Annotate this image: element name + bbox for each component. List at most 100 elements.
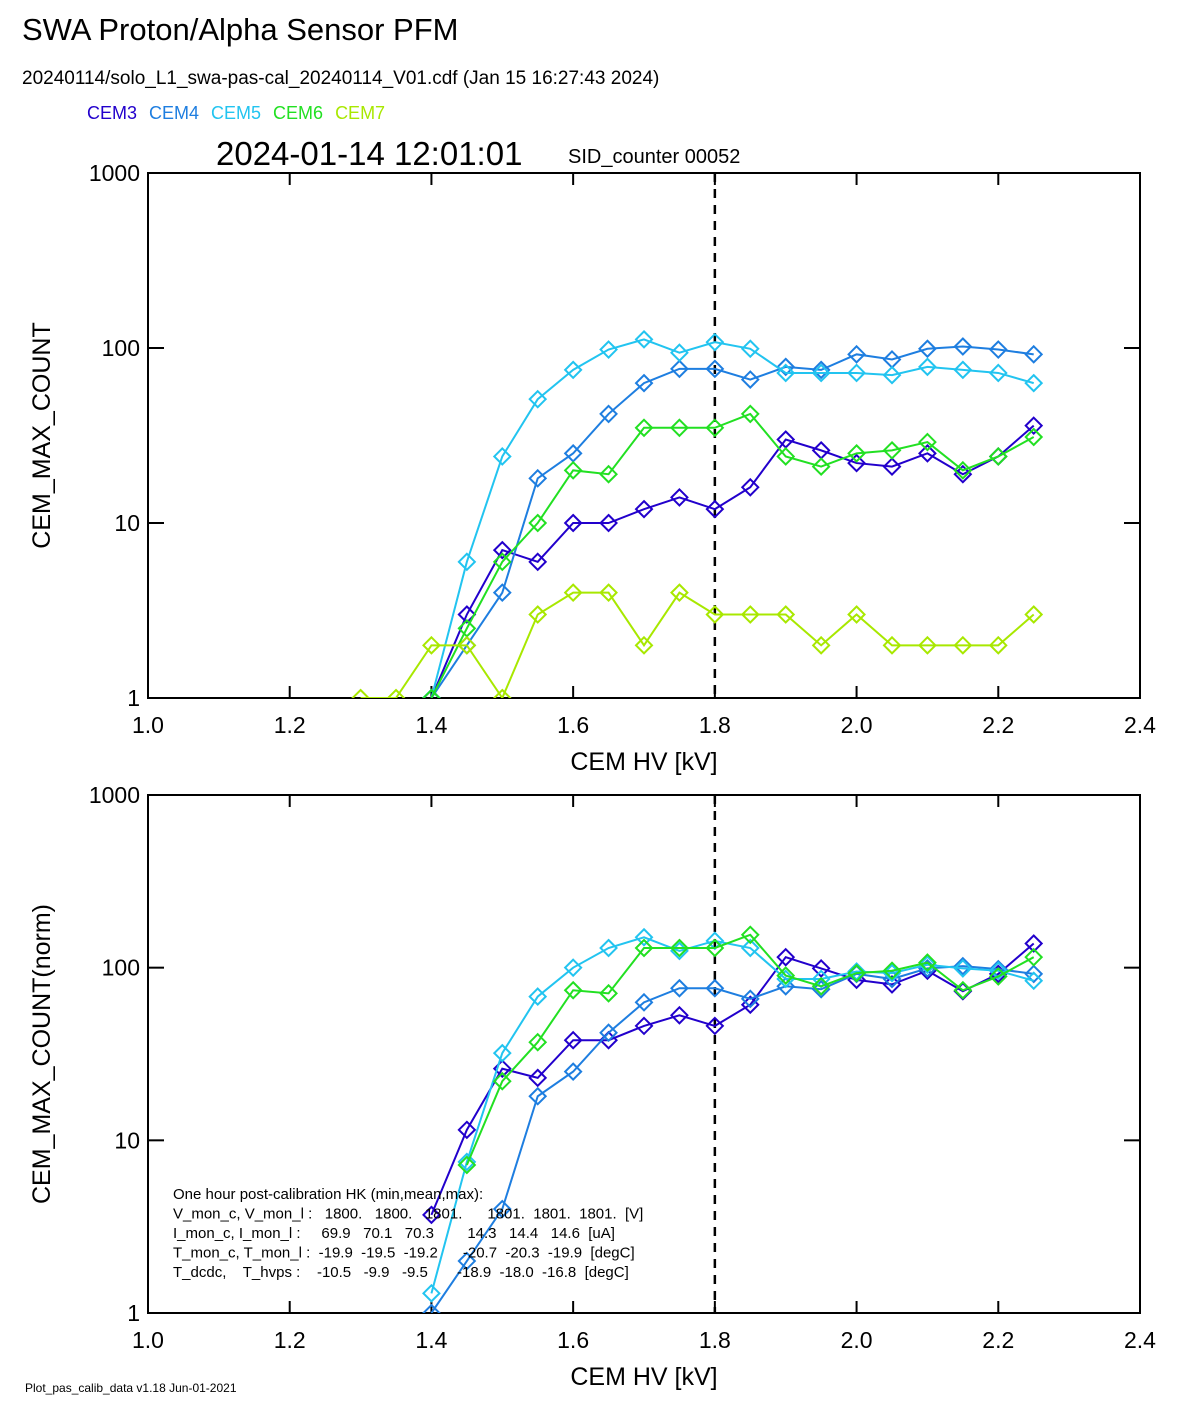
series-line xyxy=(430,412,1035,698)
x-tick-label: 1.2 xyxy=(274,712,306,738)
data-point xyxy=(634,329,654,349)
x-tick-label: 2.2 xyxy=(982,1327,1014,1353)
data-point xyxy=(740,938,760,958)
data-point xyxy=(1024,947,1044,967)
data-point xyxy=(528,468,548,488)
x-tick-label: 1.4 xyxy=(415,1327,447,1353)
y-tick-label: 1 xyxy=(127,685,140,711)
data-point xyxy=(422,635,441,655)
data-point xyxy=(988,363,1008,383)
data-point xyxy=(705,499,725,519)
y-tick-label: 1000 xyxy=(89,160,140,186)
data-point xyxy=(599,464,618,484)
legend-entry: CEM4 xyxy=(149,103,199,123)
x-axis-label: CEM HV [kV] xyxy=(570,748,717,776)
data-point xyxy=(634,635,654,655)
data-point xyxy=(599,583,618,603)
data-point xyxy=(599,404,618,424)
data-point xyxy=(492,1199,512,1219)
data-point xyxy=(1024,605,1044,624)
data-point xyxy=(563,980,583,1000)
x-tick-label: 1.0 xyxy=(132,1327,164,1353)
data-point xyxy=(563,1062,583,1082)
x-tick-label: 1.6 xyxy=(557,712,589,738)
data-point xyxy=(457,605,477,624)
data-point xyxy=(670,583,689,603)
chart-title: SWA Proton/Alpha Sensor PFM xyxy=(22,12,458,47)
data-point xyxy=(457,1251,477,1271)
data-point xyxy=(599,1023,618,1043)
data-point xyxy=(811,959,831,978)
data-point xyxy=(528,1032,548,1052)
data-point xyxy=(670,418,689,438)
data-point xyxy=(634,1016,654,1036)
data-point xyxy=(953,460,973,480)
series-group xyxy=(422,925,1044,1313)
data-point xyxy=(670,938,689,958)
data-point xyxy=(811,635,831,655)
plot-frame xyxy=(147,794,1141,1314)
data-point xyxy=(670,1005,689,1025)
y-axis-label: CEM_MAX_COUNT xyxy=(28,322,56,548)
data-point xyxy=(386,688,406,698)
data-point xyxy=(1024,427,1044,447)
series-line xyxy=(430,338,1034,698)
data-point xyxy=(740,339,760,359)
data-point xyxy=(1024,344,1044,364)
counter: SID_counter 00052 xyxy=(568,146,740,168)
x-tick-label: 1.6 xyxy=(557,1327,589,1353)
data-point xyxy=(528,987,548,1007)
x-tick-label: 1.8 xyxy=(699,1327,731,1353)
series-group xyxy=(351,329,1044,698)
annotation: T_dcdc, T_hvps : -10.5 -9.9 -9.5 -18.9 -… xyxy=(173,1264,629,1281)
x-tick-label: 2.2 xyxy=(982,712,1014,738)
data-point xyxy=(492,552,512,572)
data-point xyxy=(634,992,654,1012)
data-point xyxy=(953,959,973,978)
data-point xyxy=(740,925,760,945)
data-point xyxy=(457,1120,477,1140)
data-point xyxy=(634,938,654,958)
data-point xyxy=(457,552,477,572)
series-line xyxy=(430,345,1034,698)
data-point xyxy=(492,447,512,466)
data-point xyxy=(1024,971,1044,991)
data-point xyxy=(740,404,760,424)
footer: Plot_pas_calib_data v1.18 Jun-01-2021 xyxy=(25,1381,237,1395)
data-point xyxy=(988,340,1008,359)
data-point xyxy=(422,688,441,698)
data-point xyxy=(811,360,831,380)
data-point xyxy=(457,635,477,655)
y-tick-label: 100 xyxy=(102,955,140,981)
data-point xyxy=(457,1155,477,1175)
data-point xyxy=(492,583,512,603)
data-point xyxy=(953,360,973,380)
data-point xyxy=(563,1030,583,1050)
data-point xyxy=(528,389,548,409)
annotation: T_mon_c, T_mon_l : -19.9 -19.5 -19.2 -20… xyxy=(173,1245,635,1262)
data-point xyxy=(988,635,1008,655)
data-point xyxy=(918,357,937,377)
y-tick-label: 10 xyxy=(114,510,140,536)
data-point xyxy=(847,963,866,983)
data-point xyxy=(634,927,654,947)
timestamp: 2024-01-14 12:01:01 xyxy=(216,135,522,172)
legend-entry: CEM3 xyxy=(87,103,137,123)
data-point xyxy=(634,373,654,393)
series-line xyxy=(360,591,1035,698)
x-tick-label: 2.0 xyxy=(841,1327,873,1353)
data-point xyxy=(847,962,866,981)
data-point xyxy=(528,552,548,572)
annotation: I_mon_c, I_mon_l : 69.9 70.1 70.3 14.3 1… xyxy=(173,1225,615,1242)
data-point xyxy=(492,1059,512,1079)
y-tick-label: 1 xyxy=(127,1300,140,1326)
data-point xyxy=(705,978,725,998)
data-point xyxy=(740,370,760,389)
data-point xyxy=(776,966,796,985)
data-point xyxy=(953,956,973,976)
data-point xyxy=(492,540,512,560)
data-point xyxy=(882,440,902,460)
data-point xyxy=(422,1205,441,1225)
data-point xyxy=(705,332,725,352)
data-point xyxy=(670,359,689,379)
